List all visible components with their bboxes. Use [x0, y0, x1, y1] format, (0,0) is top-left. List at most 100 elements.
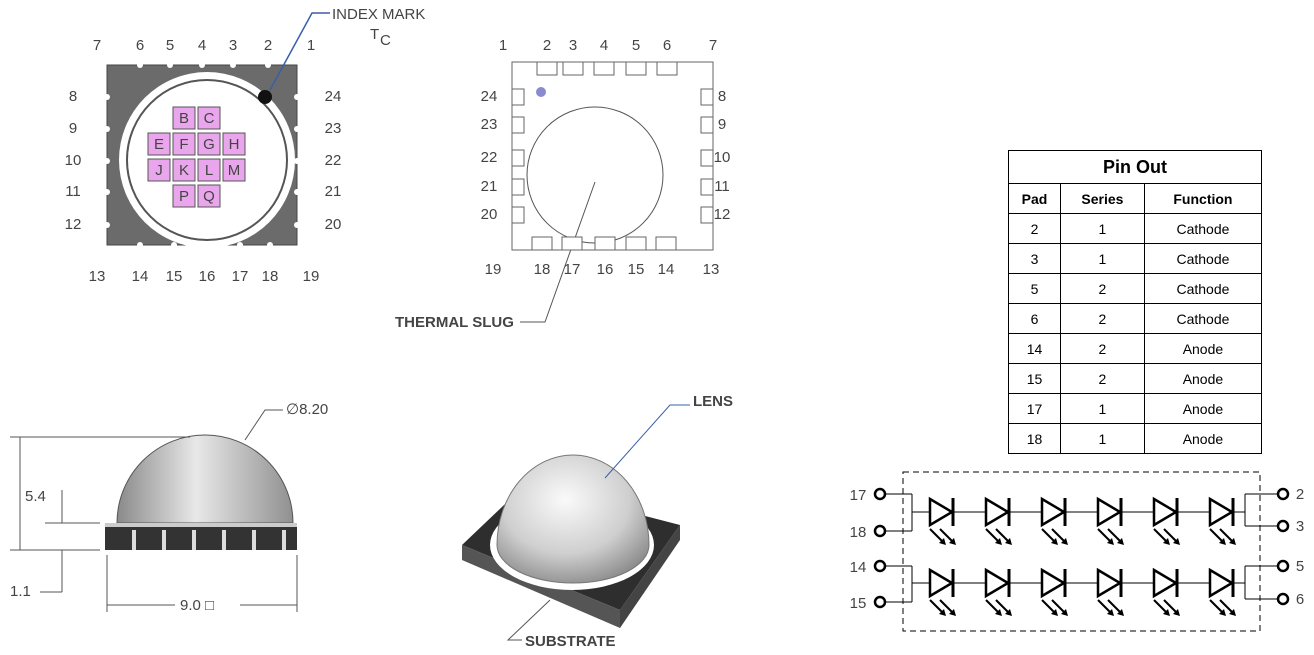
- pin-bump: [237, 242, 243, 248]
- pin-bump: [294, 222, 300, 228]
- pin-label: 22: [325, 152, 342, 169]
- pin-label: K: [179, 162, 189, 179]
- pin-bump: [137, 242, 143, 248]
- cell: 3: [1009, 244, 1061, 274]
- iso-dome: [497, 455, 649, 583]
- diode: [1154, 570, 1176, 596]
- pin-bump: [104, 94, 110, 100]
- pad: [595, 237, 615, 250]
- stripe: [132, 530, 136, 550]
- cell: 14: [1009, 334, 1061, 364]
- pin-label: 1: [307, 37, 315, 54]
- pin-label: 1: [499, 37, 507, 54]
- pin-bump: [167, 62, 173, 68]
- side-dome: [117, 435, 293, 523]
- thermal-slug: THERMAL SLUG: [395, 314, 514, 331]
- pin-bump: [294, 126, 300, 132]
- pin-label: 2: [1296, 486, 1304, 503]
- pin-label: 7: [93, 37, 101, 54]
- pin-label: 18: [850, 524, 867, 541]
- pin-bump: [294, 189, 300, 195]
- cell: 1: [1061, 214, 1145, 244]
- cell: 2: [1061, 304, 1145, 334]
- pin-bump: [294, 94, 300, 100]
- table-row: 181Anode: [1009, 424, 1262, 454]
- terminal: [875, 489, 885, 499]
- cell: Cathode: [1144, 304, 1261, 334]
- pad: [512, 179, 524, 195]
- cell: 2: [1061, 364, 1145, 394]
- pad: [701, 89, 713, 105]
- tc: T: [370, 26, 379, 43]
- pin-label: L: [205, 162, 213, 179]
- diode: [1098, 570, 1120, 596]
- pin-label: 17: [232, 268, 249, 285]
- pin-label: P: [179, 188, 189, 205]
- terminal: [875, 597, 885, 607]
- width: 9.0 □: [180, 597, 214, 614]
- pin-label: 3: [569, 37, 577, 54]
- index-mark: INDEX MARK: [332, 6, 425, 23]
- diode: [1042, 570, 1064, 596]
- pad: [594, 62, 614, 75]
- pin-label: 6: [663, 37, 671, 54]
- pin-label: 11: [714, 178, 730, 195]
- pin-label: M: [228, 162, 241, 179]
- pin-bump: [104, 189, 110, 195]
- cell: 1: [1061, 244, 1145, 274]
- pin-label: 14: [132, 268, 149, 285]
- pin-label: 15: [628, 261, 645, 278]
- pin-label: 17: [564, 261, 581, 278]
- pin-label: 12: [714, 206, 731, 223]
- pad: [563, 62, 583, 75]
- pin-label: J: [155, 162, 163, 179]
- cell: 1: [1061, 424, 1145, 454]
- pin-bump: [104, 158, 110, 164]
- pin-label: 8: [718, 88, 726, 105]
- pad: [656, 237, 676, 250]
- pin-bump: [199, 62, 205, 68]
- pad: [512, 89, 524, 105]
- pin-label: 21: [481, 178, 498, 195]
- column-header: Function: [1144, 184, 1261, 214]
- pin-label: 16: [199, 268, 216, 285]
- cell: 2: [1009, 214, 1061, 244]
- pin-label: 24: [325, 88, 342, 105]
- pin-label: 14: [850, 559, 867, 576]
- pin-label: 15: [166, 268, 183, 285]
- stripe: [282, 530, 286, 550]
- cell: Cathode: [1144, 274, 1261, 304]
- pin-label: 24: [481, 88, 498, 105]
- diode: [1210, 499, 1232, 525]
- pin-bump: [230, 62, 236, 68]
- pad: [512, 117, 524, 133]
- pin1-dot: [536, 87, 546, 97]
- substrate-height: 1.1: [10, 583, 31, 600]
- table-row: 21Cathode: [1009, 214, 1262, 244]
- lens: LENS: [693, 393, 733, 410]
- pin-label: 7: [709, 37, 717, 54]
- diode: [986, 499, 1008, 525]
- pad: [701, 179, 713, 195]
- pin-bump: [294, 158, 300, 164]
- pin-label: 10: [714, 149, 731, 166]
- cell: 5: [1009, 274, 1061, 304]
- pin-label: 3: [1296, 518, 1304, 535]
- pin-label: 9: [718, 116, 726, 133]
- pad: [701, 117, 713, 133]
- table-row: 152Anode: [1009, 364, 1262, 394]
- stripe: [192, 530, 196, 550]
- cell: 2: [1061, 274, 1145, 304]
- pin-label: E: [154, 136, 164, 153]
- cell: 6: [1009, 304, 1061, 334]
- pin-label: 9: [69, 120, 77, 137]
- terminal: [1278, 489, 1288, 499]
- pin-label: 5: [1296, 558, 1304, 575]
- pin-bump: [137, 62, 143, 68]
- pin-label: 16: [597, 261, 614, 278]
- terminal: [875, 526, 885, 536]
- pad: [626, 237, 646, 250]
